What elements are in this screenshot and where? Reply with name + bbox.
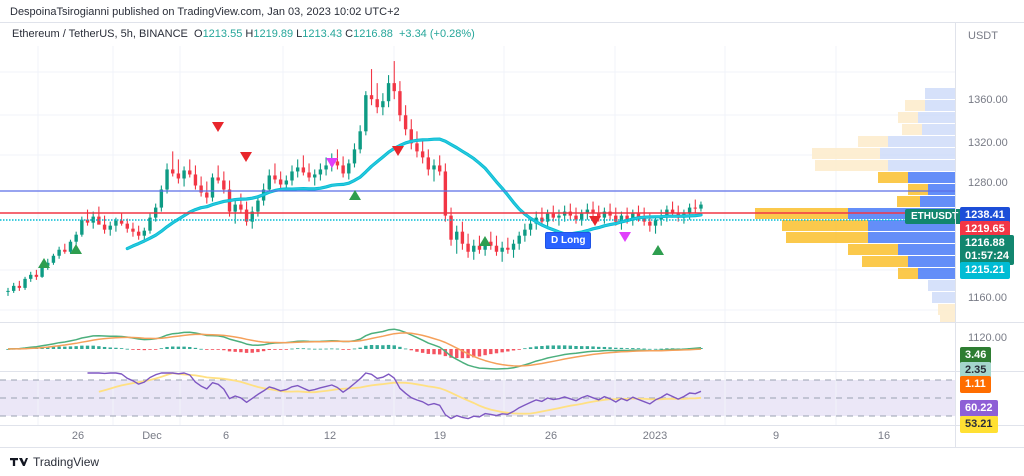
- price-tick-1280.00: 1280.00: [968, 177, 1008, 189]
- badge-value: 3.46: [965, 349, 987, 361]
- badge-upper-band-price[interactable]: 1238.41: [960, 207, 1010, 224]
- badge-rsi-ma[interactable]: 53.21: [960, 416, 998, 433]
- time-tick-Dec: Dec: [142, 430, 162, 442]
- badge-macd-hist[interactable]: 1.11: [960, 376, 991, 393]
- legend-high-label: H: [245, 28, 254, 40]
- chart-legend[interactable]: Ethereum / TetherUS, 5h, BINANCE O1213.5…: [12, 28, 475, 40]
- price-tick-1360.00: 1360.00: [968, 94, 1008, 106]
- divider-pane-rsi: [0, 371, 1024, 372]
- legend-open-label: O: [194, 28, 203, 40]
- price-grid-horizontal: [0, 71, 955, 311]
- price-tick-1320.00: 1320.00: [968, 137, 1008, 149]
- time-tick-26: 26: [71, 430, 85, 442]
- legend-symbol[interactable]: Ethereum / TetherUS, 5h, BINANCE: [12, 28, 188, 40]
- brand-name: TradingView: [33, 455, 100, 469]
- legend-low-value: 1213.43: [302, 28, 343, 40]
- time-tick-2023: 2023: [642, 430, 668, 442]
- rsi-pane[interactable]: [0, 372, 955, 425]
- time-tick-26: 26: [544, 430, 558, 442]
- macd-pane[interactable]: [0, 323, 955, 371]
- badge-value: 1215.21: [965, 264, 1005, 276]
- price-tick-1120.00: 1120.00: [968, 332, 1007, 344]
- position-long-label[interactable]: D Long: [545, 232, 592, 249]
- position-label: Long: [561, 235, 586, 246]
- badge-macd-signal[interactable]: 3.46: [960, 347, 992, 364]
- time-tick-19: 19: [433, 430, 447, 442]
- divider-time-axis: [0, 447, 1024, 448]
- attribution-text: DespoinaTsirogianni published on Trading…: [10, 6, 400, 18]
- legend-close-label: C: [345, 28, 354, 40]
- badge-rsi-value[interactable]: 60.22: [960, 400, 998, 417]
- time-tick-12: 12: [323, 430, 337, 442]
- divider-bottom: [0, 425, 1024, 426]
- badge-value: 1.11: [965, 378, 986, 390]
- divider-top: [0, 22, 1024, 23]
- legend-open-value: 1213.55: [202, 28, 243, 40]
- position-tag: D: [551, 235, 559, 246]
- time-axis[interactable]: 26 Dec 6 12 19 26 2023 9 16: [0, 430, 955, 447]
- price-pane[interactable]: [0, 46, 955, 322]
- price-axis-unit: USDT: [968, 30, 998, 42]
- volume-profile: [755, 88, 955, 322]
- price-axis[interactable]: USDT 1360.00 1320.00 1280.00 1160.00 1120.00…: [956, 22, 1024, 447]
- moving-average-line-2: [126, 138, 702, 250]
- divider-pane-macd: [0, 322, 1024, 323]
- rsi-line: [87, 372, 702, 420]
- badge-macd-value[interactable]: 2.35: [960, 362, 992, 379]
- tradingview-logo-icon: [10, 458, 28, 466]
- badge-last-price[interactable]: 1216.88 01:57:24: [960, 235, 1015, 265]
- badge-countdown: 01:57:24: [965, 250, 1010, 262]
- time-tick-9: 9: [772, 430, 780, 442]
- price-grid-vertical: [37, 46, 837, 322]
- legend-low-label: L: [296, 28, 303, 40]
- rsi-ma-line: [98, 372, 702, 415]
- badge-value: 60.22: [965, 402, 993, 414]
- legend-change: +3.34 (+0.28%): [398, 28, 475, 40]
- price-tick-1160.00: 1160.00: [968, 292, 1007, 304]
- candlestick-series: [6, 61, 703, 296]
- badge-lower-band-price[interactable]: 1215.21: [960, 262, 1010, 279]
- badge-prev-close-price[interactable]: 1219.65: [960, 221, 1010, 238]
- time-tick-16: 16: [877, 430, 891, 442]
- badge-value: 1238.41: [965, 209, 1005, 221]
- legend-close-value: 1216.88: [353, 28, 393, 40]
- badge-value: 1219.65: [965, 223, 1005, 235]
- time-tick-6: 6: [222, 430, 230, 442]
- footer-branding: TradingView: [10, 455, 99, 469]
- divider-price-axis: [955, 22, 956, 447]
- legend-high-value: 1219.89: [253, 28, 294, 40]
- badge-value: 1216.88: [965, 237, 1005, 249]
- signal-markers: [38, 122, 664, 268]
- symbol-tag-chip[interactable]: ETHUSDT: [905, 209, 965, 224]
- badge-value: 53.21: [965, 418, 993, 430]
- badge-value: 2.35: [965, 364, 987, 376]
- macd-signal-line: [7, 332, 702, 367]
